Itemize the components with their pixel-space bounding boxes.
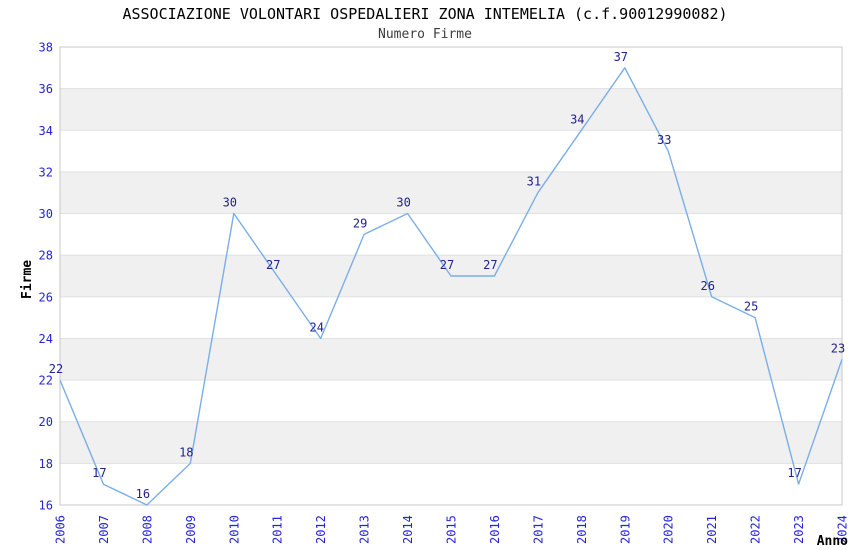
x-tick-label: 2020 bbox=[662, 515, 676, 544]
data-point-label: 23 bbox=[831, 341, 845, 355]
y-tick-label: 20 bbox=[39, 415, 53, 429]
x-tick-label: 2012 bbox=[314, 515, 328, 544]
data-point-label: 30 bbox=[396, 196, 410, 210]
band bbox=[60, 171, 842, 214]
y-axis-title: Firme bbox=[20, 260, 35, 299]
x-tick-label: 2016 bbox=[488, 515, 502, 544]
y-tick-label: 38 bbox=[39, 41, 53, 55]
x-tick-label: 2023 bbox=[792, 515, 806, 544]
chart-title: ASSOCIAZIONE VOLONTARI OSPEDALIERI ZONA … bbox=[122, 5, 727, 23]
y-tick-label: 30 bbox=[39, 207, 53, 221]
data-point-label: 16 bbox=[136, 487, 150, 501]
y-axis-tick-labels: 16 18 20 22 24 26 28 30 32 34 36 38 bbox=[39, 41, 53, 513]
y-tick-label: 26 bbox=[39, 290, 53, 304]
band bbox=[60, 338, 842, 381]
x-axis-tick-labels: 2006 2007 2008 2009 2010 2011 2012 2013 2014 2015… bbox=[54, 515, 850, 544]
plot-border bbox=[59, 46, 843, 506]
x-tick-label: 2018 bbox=[575, 515, 589, 544]
data-point-label: 17 bbox=[92, 466, 106, 480]
x-tick-label: 2008 bbox=[140, 515, 154, 544]
data-point-label: 31 bbox=[527, 175, 541, 189]
data-point-label: 27 bbox=[483, 258, 497, 272]
x-tick-label: 2024 bbox=[836, 515, 850, 544]
data-point-labels: 22 17 16 18 30 27 24 29 30 27 27 31 34 37 33 26 25 17 23 bbox=[49, 50, 845, 501]
data-line bbox=[59, 67, 843, 506]
data-point-label: 25 bbox=[744, 300, 758, 314]
x-tick-label: 2013 bbox=[358, 515, 372, 544]
y-tick-label: 34 bbox=[39, 124, 53, 138]
y-tick-label: 24 bbox=[39, 332, 53, 346]
data-series bbox=[59, 67, 843, 506]
x-tick-label: 2006 bbox=[54, 515, 68, 544]
data-point-label: 27 bbox=[266, 258, 280, 272]
data-point-label: 30 bbox=[223, 196, 237, 210]
data-point-label: 26 bbox=[700, 279, 714, 293]
data-point-label: 27 bbox=[440, 258, 454, 272]
data-point-label: 18 bbox=[179, 445, 193, 459]
x-tick-label: 2009 bbox=[184, 515, 198, 544]
y-tick-label: 16 bbox=[39, 499, 53, 513]
x-tick-label: 2019 bbox=[618, 515, 632, 544]
y-tick-label: 18 bbox=[39, 457, 53, 471]
y-tick-label: 32 bbox=[39, 165, 53, 179]
data-point-label: 22 bbox=[49, 362, 63, 376]
x-tick-label: 2021 bbox=[705, 515, 719, 544]
x-tick-label: 2007 bbox=[97, 515, 111, 544]
x-tick-label: 2015 bbox=[445, 515, 459, 544]
data-point-label: 29 bbox=[353, 216, 367, 230]
y-tick-label: 22 bbox=[39, 374, 53, 388]
band bbox=[60, 88, 842, 131]
band bbox=[60, 421, 842, 464]
y-tick-label: 28 bbox=[39, 249, 53, 263]
x-tick-label: 2010 bbox=[227, 515, 241, 544]
x-tick-label: 2022 bbox=[749, 515, 763, 544]
x-tick-label: 2014 bbox=[401, 515, 415, 544]
chart-subtitle: Numero Firme bbox=[378, 27, 472, 42]
data-point-label: 24 bbox=[309, 321, 323, 335]
plot-gridlines bbox=[60, 88, 842, 464]
x-axis-title: Anno bbox=[817, 534, 848, 549]
x-tick-label: 2011 bbox=[271, 515, 285, 544]
x-tick-label: 2017 bbox=[531, 515, 545, 544]
data-point-label: 34 bbox=[570, 112, 584, 126]
y-tick-label: 36 bbox=[39, 82, 53, 96]
data-point-label: 17 bbox=[787, 466, 801, 480]
data-point-label: 37 bbox=[614, 50, 628, 64]
plot-bands bbox=[60, 88, 842, 464]
data-point-label: 33 bbox=[657, 133, 671, 147]
